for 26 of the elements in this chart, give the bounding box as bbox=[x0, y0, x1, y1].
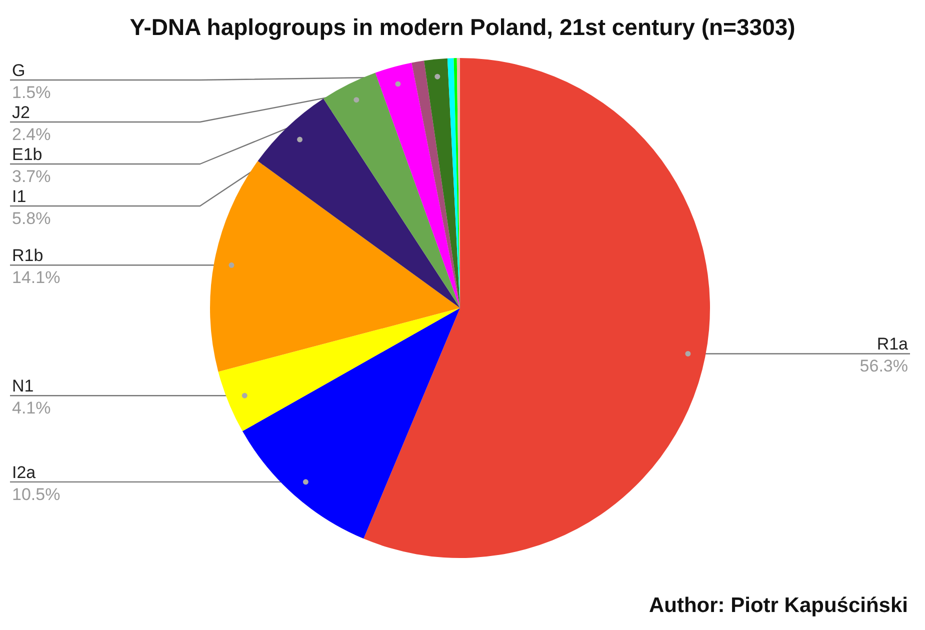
data-label: 10.5% bbox=[12, 484, 60, 504]
data-label: 4.1% bbox=[12, 398, 51, 418]
data-label: 14.1% bbox=[12, 268, 60, 288]
slice-label: R1b bbox=[12, 246, 44, 266]
pie-slice bbox=[323, 72, 460, 308]
slice-label: R1a bbox=[876, 334, 909, 354]
slice-label: G bbox=[12, 61, 26, 80]
pie-slice bbox=[364, 58, 710, 558]
data-label: 5.8% bbox=[12, 209, 51, 228]
data-label: 3.7% bbox=[12, 167, 51, 186]
pie-slice bbox=[424, 58, 460, 308]
data-label: 56.3% bbox=[860, 356, 908, 376]
slice-label: E1b bbox=[12, 145, 42, 164]
data-label: 1.5% bbox=[12, 83, 51, 102]
pie-slice bbox=[375, 62, 460, 308]
slice-label: N1 bbox=[12, 376, 34, 396]
data-label: 2.4% bbox=[12, 125, 51, 144]
pie-slice bbox=[258, 98, 460, 308]
slice-label: I2a bbox=[12, 462, 36, 482]
slice-label: I1 bbox=[12, 187, 26, 206]
pie-slice bbox=[242, 308, 460, 539]
text: Author: Piotr Kapuściński bbox=[648, 594, 908, 617]
pie-slice bbox=[210, 161, 460, 372]
pie-slice bbox=[218, 308, 460, 432]
chart-title: Y-DNA haplogroups in modern Poland, 21st century (n=3303) bbox=[130, 14, 796, 40]
slice-label: J2 bbox=[12, 103, 30, 122]
